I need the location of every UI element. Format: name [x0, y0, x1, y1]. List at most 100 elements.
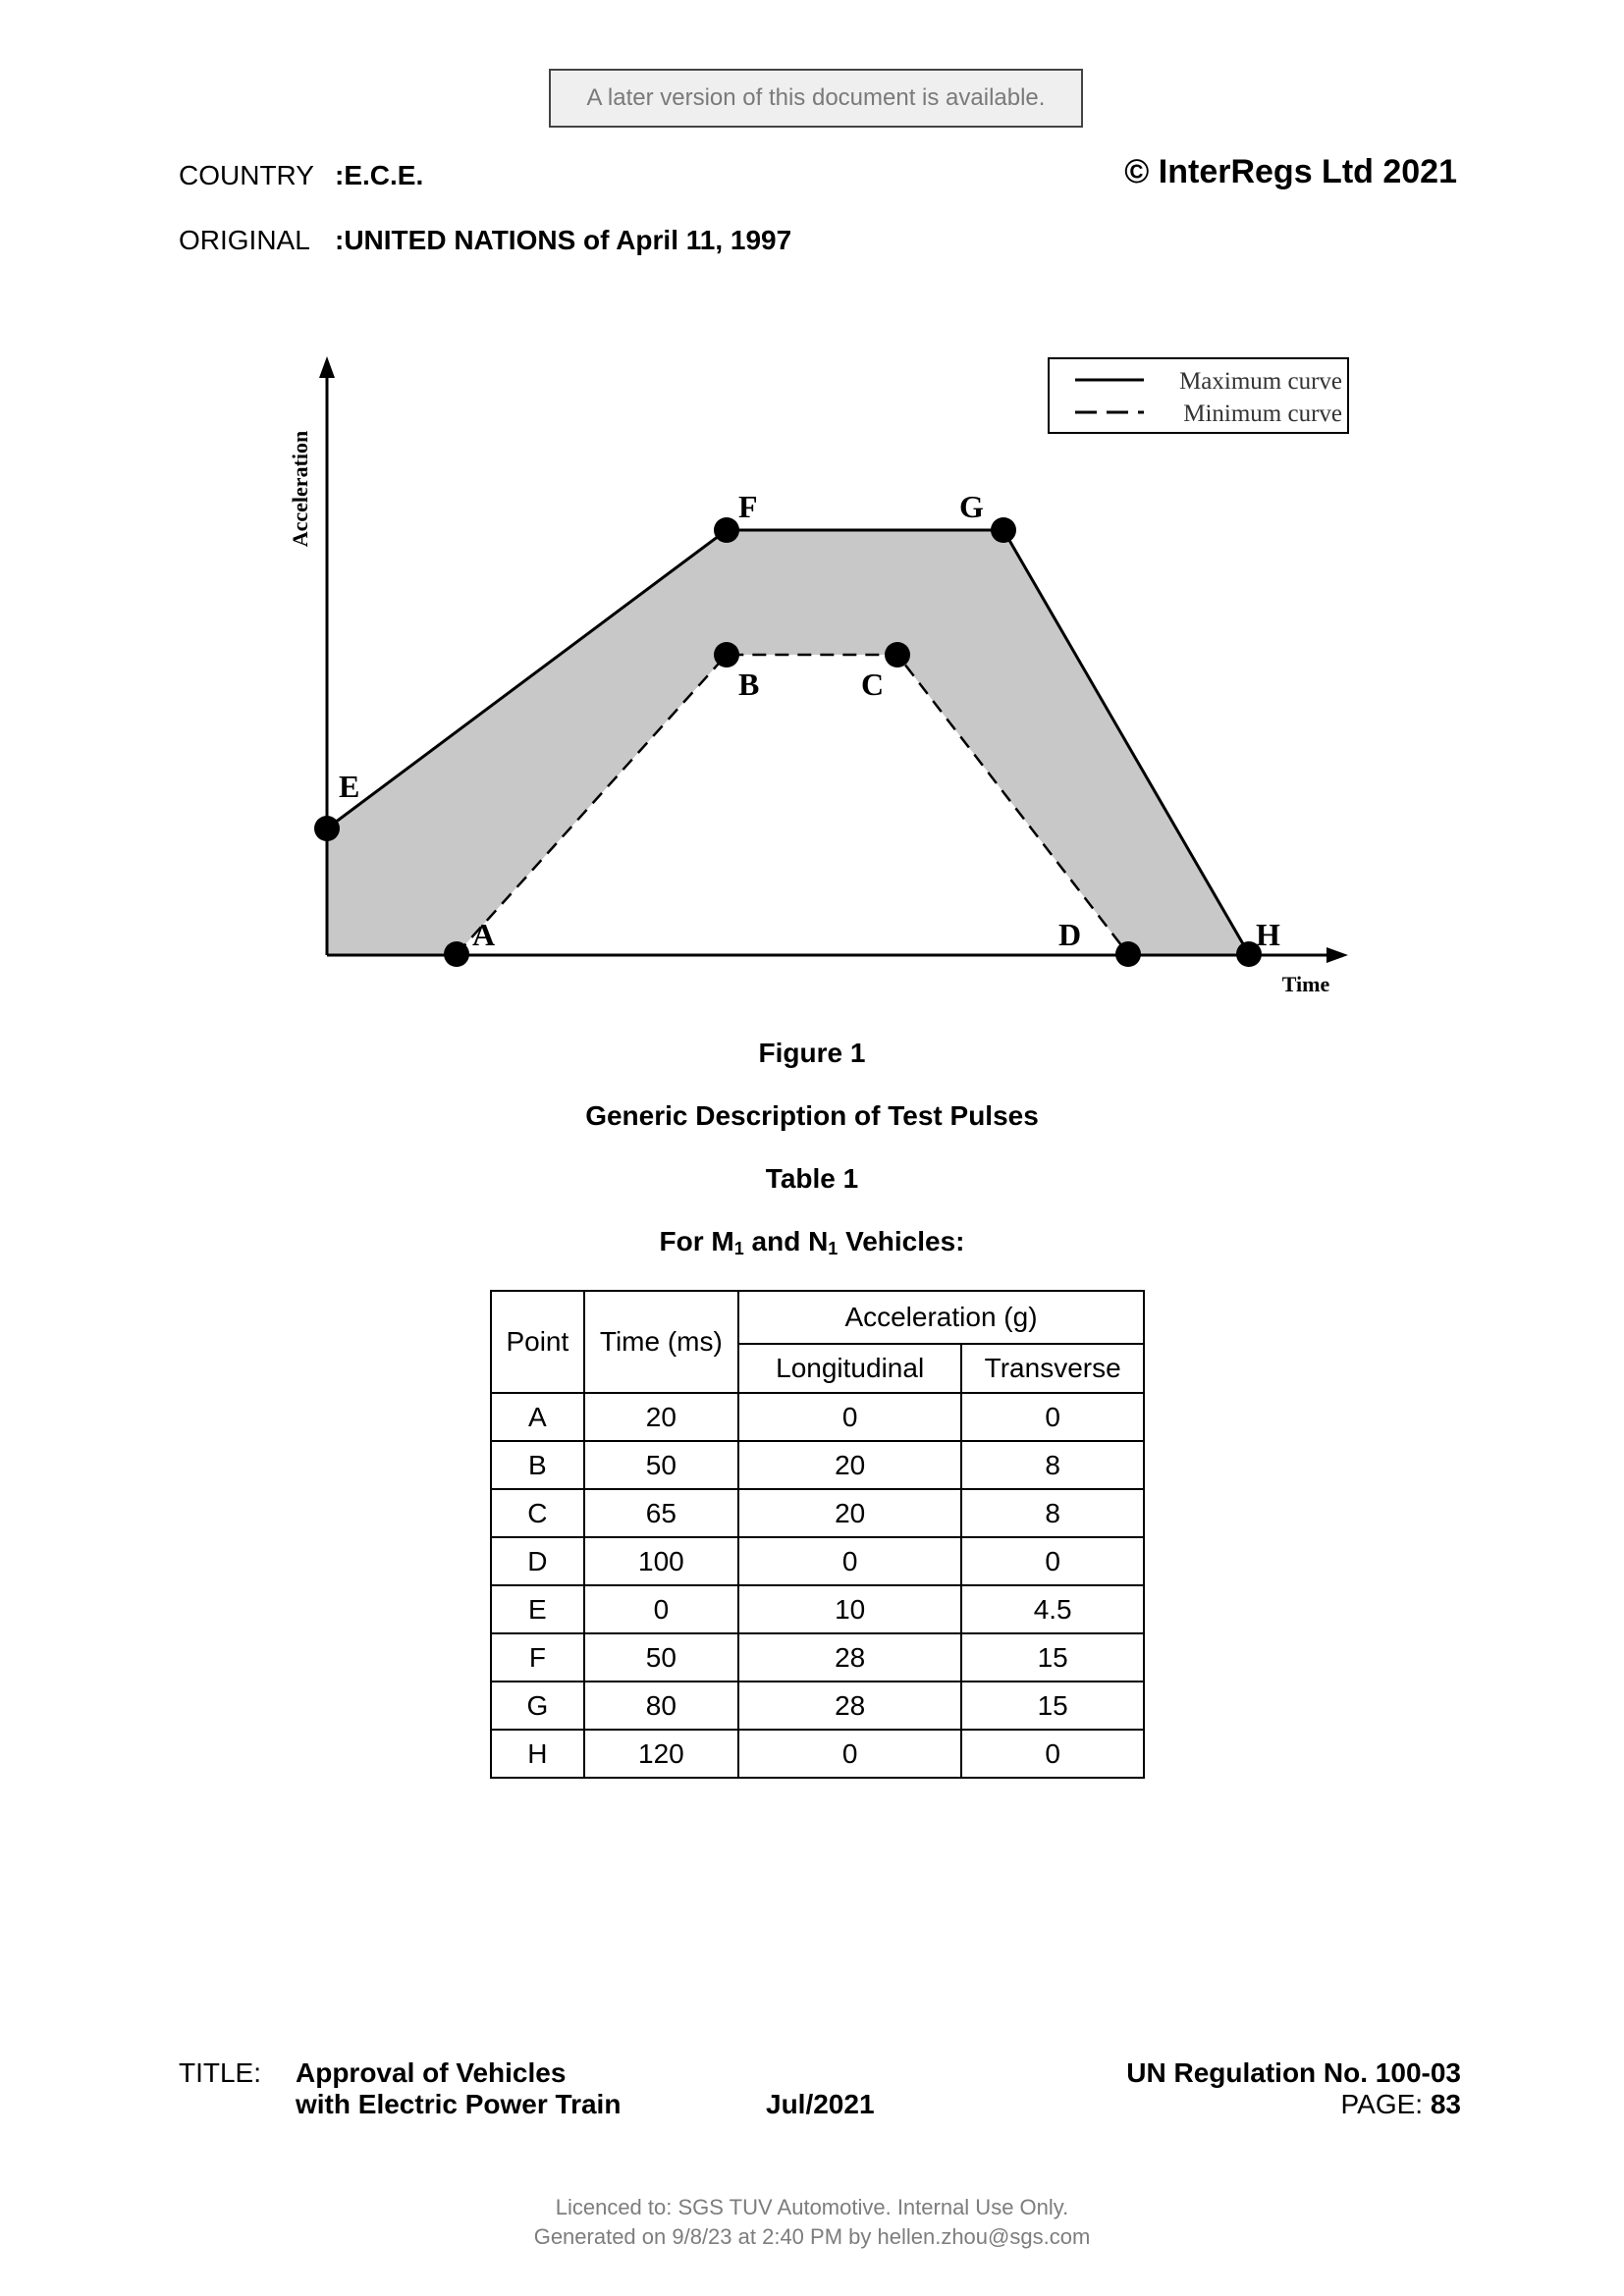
document-date: Jul/2021 — [766, 2089, 875, 2119]
header-longitudinal: Longitudinal — [736, 1343, 963, 1394]
cell-transverse: 4.5 — [960, 1584, 1145, 1634]
page-label: PAGE: — [1340, 2089, 1424, 2119]
cell-transverse: 15 — [960, 1632, 1145, 1682]
subtitle-mid: and N — [743, 1226, 829, 1256]
cell-transverse: 8 — [960, 1440, 1145, 1490]
original-line: ORIGINAL :UNITED NATIONS of April 11, 19… — [179, 225, 791, 256]
cell-point: B — [490, 1440, 585, 1490]
x-axis-label: Time — [1282, 972, 1330, 996]
cell-point: E — [490, 1584, 585, 1634]
cell-transverse: 8 — [960, 1488, 1145, 1538]
cell-point: G — [490, 1681, 585, 1731]
table-row: H 120 0 0 — [490, 1729, 1145, 1779]
cell-time: 50 — [582, 1440, 739, 1490]
subtitle-sub2: 1 — [828, 1239, 839, 1258]
country-line: COUNTRY :E.C.E. — [179, 160, 423, 191]
cell-transverse: 0 — [960, 1392, 1145, 1442]
point-c-label: C — [861, 667, 884, 702]
cell-transverse: 0 — [960, 1536, 1145, 1586]
cell-point: A — [490, 1392, 585, 1442]
cell-time: 80 — [582, 1681, 739, 1731]
point-d-marker — [1115, 941, 1141, 967]
licence-line-1: Licenced to: SGS TUV Automotive. Interna… — [555, 2195, 1069, 2219]
cell-longitudinal: 20 — [736, 1488, 963, 1538]
cell-longitudinal: 0 — [736, 1536, 963, 1586]
maximum-curve — [326, 528, 1251, 955]
cell-point: C — [490, 1488, 585, 1538]
copyright: © InterRegs Ltd 2021 — [1124, 153, 1457, 190]
cell-time: 120 — [582, 1729, 739, 1779]
point-b-marker — [714, 642, 739, 667]
subtitle-sub1: 1 — [733, 1239, 744, 1258]
point-c-marker — [885, 642, 910, 667]
point-b-label: B — [738, 667, 759, 702]
cell-point: F — [490, 1632, 585, 1682]
later-version-banner[interactable]: A later version of this document is avai… — [549, 69, 1083, 128]
cell-time: 50 — [582, 1632, 739, 1682]
regulation-number: UN Regulation No. 100-03 — [1126, 2057, 1461, 2088]
cell-time: 20 — [582, 1392, 739, 1442]
subtitle-pre: For M — [659, 1226, 734, 1256]
title-label: TITLE: — [179, 2057, 262, 2088]
figure-title: Generic Description of Test Pulses — [585, 1100, 1039, 1131]
figure-caption: Figure 1 — [758, 1038, 866, 1068]
table-row: D 100 0 0 — [490, 1536, 1145, 1586]
test-pulse-table: Point Time (ms) Acceleration (g) Longitu… — [490, 1290, 1146, 1779]
table-row: G 80 28 15 — [490, 1681, 1145, 1731]
legend-minimum: Minimum curve — [1183, 400, 1342, 427]
page-indicator: PAGE: 83 — [1126, 2089, 1461, 2120]
point-f-marker — [714, 517, 739, 543]
legend-maximum: Maximum curve — [1179, 368, 1342, 395]
original-label: ORIGINAL — [179, 225, 310, 255]
cell-point: H — [490, 1729, 585, 1779]
cell-time: 0 — [582, 1584, 739, 1634]
country-label: COUNTRY — [179, 160, 314, 190]
table-row: C 65 20 8 — [490, 1488, 1145, 1538]
cell-time: 65 — [582, 1488, 739, 1538]
header-point: Point — [490, 1290, 585, 1394]
table-row: E 0 10 4.5 — [490, 1584, 1145, 1634]
table-row: B 50 20 8 — [490, 1440, 1145, 1490]
point-h-marker — [1236, 941, 1262, 967]
cell-transverse: 0 — [960, 1729, 1145, 1779]
y-axis-label: Acceleration — [288, 431, 312, 548]
table-subtitle: For M1 and N1 Vehicles: — [0, 1226, 1624, 1259]
header-time: Time (ms) — [582, 1290, 739, 1394]
title-line-2: with Electric Power Train — [296, 2089, 622, 2119]
subtitle-post: Vehicles: — [838, 1226, 965, 1256]
point-g-label: G — [959, 489, 984, 524]
cell-longitudinal: 20 — [736, 1440, 963, 1490]
corridor-area — [327, 530, 1249, 954]
cell-point: D — [490, 1536, 585, 1586]
legend-box — [1048, 357, 1349, 434]
cell-time: 100 — [582, 1536, 739, 1586]
test-pulse-diagram: Acceleration Time Maximum curve Minimum … — [288, 356, 1349, 996]
header-acceleration: Acceleration (g) — [736, 1290, 1146, 1345]
page-number: 83 — [1430, 2089, 1461, 2119]
title-line-1: Approval of Vehicles — [296, 2057, 567, 2088]
point-e-label: E — [339, 769, 359, 804]
point-h-label: H — [1256, 917, 1280, 952]
cell-longitudinal: 28 — [736, 1632, 963, 1682]
regulation-block: UN Regulation No. 100-03 PAGE: 83 — [1126, 2057, 1461, 2120]
original-value: :UNITED NATIONS of April 11, 1997 — [335, 225, 792, 255]
point-e-marker — [314, 816, 340, 841]
header-transverse: Transverse — [960, 1343, 1145, 1394]
table-row: A 20 0 0 — [490, 1392, 1145, 1442]
cell-longitudinal: 0 — [736, 1392, 963, 1442]
x-axis-arrow — [1326, 947, 1348, 963]
cell-transverse: 15 — [960, 1681, 1145, 1731]
point-f-label: F — [738, 489, 758, 524]
y-axis-arrow — [319, 356, 335, 378]
point-a-label: A — [472, 917, 495, 952]
cell-longitudinal: 10 — [736, 1584, 963, 1634]
licence-line-2: Generated on 9/8/23 at 2:40 PM by hellen… — [533, 2224, 1091, 2249]
table-caption: Table 1 — [765, 1163, 859, 1194]
point-g-marker — [991, 517, 1016, 543]
table-row: F 50 28 15 — [490, 1632, 1145, 1682]
cell-longitudinal: 28 — [736, 1681, 963, 1731]
point-a-marker — [444, 941, 469, 967]
point-d-label: D — [1058, 917, 1081, 952]
title-value: Approval of Vehicles with Electric Power… — [296, 2057, 621, 2120]
cell-longitudinal: 0 — [736, 1729, 963, 1779]
